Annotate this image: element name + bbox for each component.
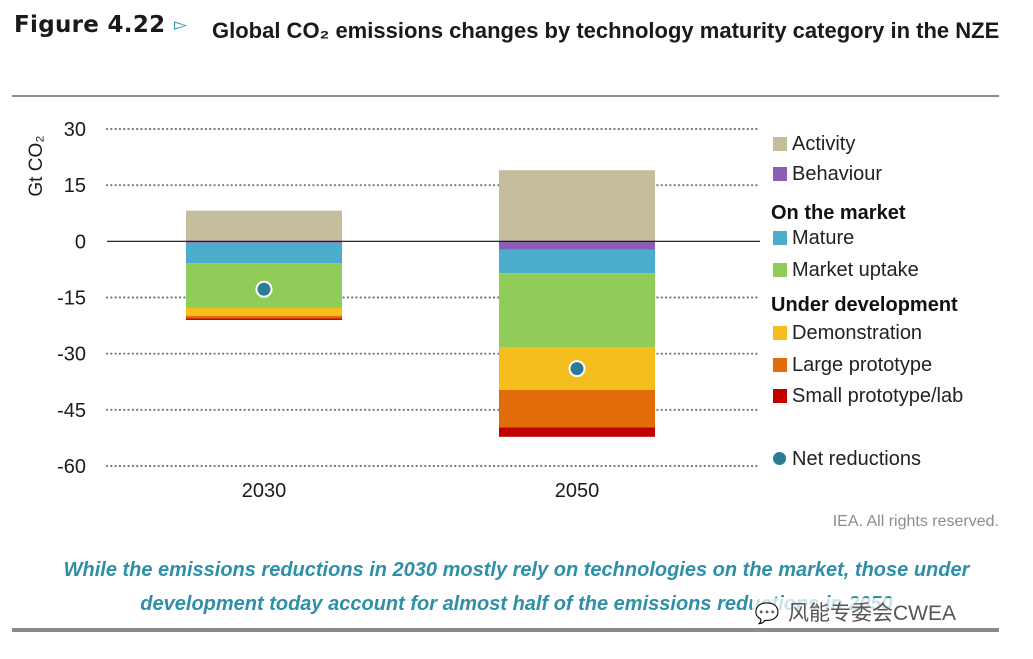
watermark-text: 风能专委会CWEA <box>788 602 956 625</box>
legend-label-net-reductions: Net reductions <box>792 448 921 470</box>
y-tick-label: 0 <box>75 231 86 253</box>
watermark: 💬 风能专委会CWEA <box>752 598 1002 630</box>
legend-label-mature: Mature <box>792 227 855 249</box>
legend-swatch-small-prototype <box>773 389 787 403</box>
bar-segment-behaviour-2030 <box>186 241 342 243</box>
y-tick-label: 30 <box>64 119 86 141</box>
bar-segment-large-prototype-2030 <box>186 315 342 319</box>
bar-segment-large-prototype-2050 <box>499 389 655 428</box>
bar-segment-mature-2050 <box>499 249 655 274</box>
bottom-divider <box>12 628 999 632</box>
bar-segment-behaviour-2050 <box>499 241 655 250</box>
y-tick-label: -30 <box>57 344 86 366</box>
rights-notice: IEA. All rights reserved. <box>832 513 999 530</box>
chat-bubble-icon: 💬 <box>754 603 780 625</box>
chart-caption: While the emissions reductions in 2030 m… <box>63 559 970 615</box>
y-axis-label: Gt CO₂ <box>26 135 47 196</box>
y-tick-label: -60 <box>57 456 86 478</box>
net-reduction-marker-2050 <box>568 360 586 378</box>
top-divider <box>12 95 999 97</box>
bar-segment-activity-2050 <box>499 170 655 242</box>
legend-label-large-prototype: Large prototype <box>792 354 933 376</box>
y-tick-label: 15 <box>64 175 86 197</box>
legend-swatch-market-uptake <box>773 263 787 277</box>
net-reduction-marker-2030 <box>255 280 273 298</box>
legend-marker-net-reductions <box>773 452 786 465</box>
legend-swatch-mature <box>773 231 787 245</box>
legend-label-activity: Activity <box>792 133 856 155</box>
bar-segment-demonstration-2030 <box>186 307 342 316</box>
bar-segment-small-prototype-lab-2050 <box>499 427 655 437</box>
legend-label-demonstration: Demonstration <box>792 322 923 344</box>
legend-label-market-uptake: Market uptake <box>792 259 919 281</box>
y-tick-label: -45 <box>57 400 86 422</box>
legend-swatch-activity <box>773 137 787 151</box>
bar-segment-activity-2030 <box>186 210 342 242</box>
bar-segment-mature-2030 <box>186 242 342 264</box>
x-tick-label: 2030 <box>242 480 287 502</box>
y-tick-label: -15 <box>57 288 86 310</box>
bar-segment-market-uptake-2050 <box>499 273 655 348</box>
bar-segment-small-prototype-lab-2030 <box>186 318 342 320</box>
chart-title: Global CO₂ emissions changes by technolo… <box>212 18 1000 43</box>
legend-swatch-demonstration <box>773 326 787 340</box>
legend-swatch-behaviour <box>773 167 787 181</box>
x-tick-label: 2050 <box>555 480 600 502</box>
figure-label: Figure 4.22 <box>14 12 166 38</box>
legend-swatch-large-prototype <box>773 358 787 372</box>
legend-group-under-development: Under development <box>771 294 958 316</box>
legend-label-behaviour: Behaviour <box>792 163 883 185</box>
legend-label-small-prototype: Small prototype/lab <box>792 385 964 407</box>
triangle-right-icon: ▻ <box>174 15 188 34</box>
legend-group-on-the-market: On the market <box>771 202 906 224</box>
